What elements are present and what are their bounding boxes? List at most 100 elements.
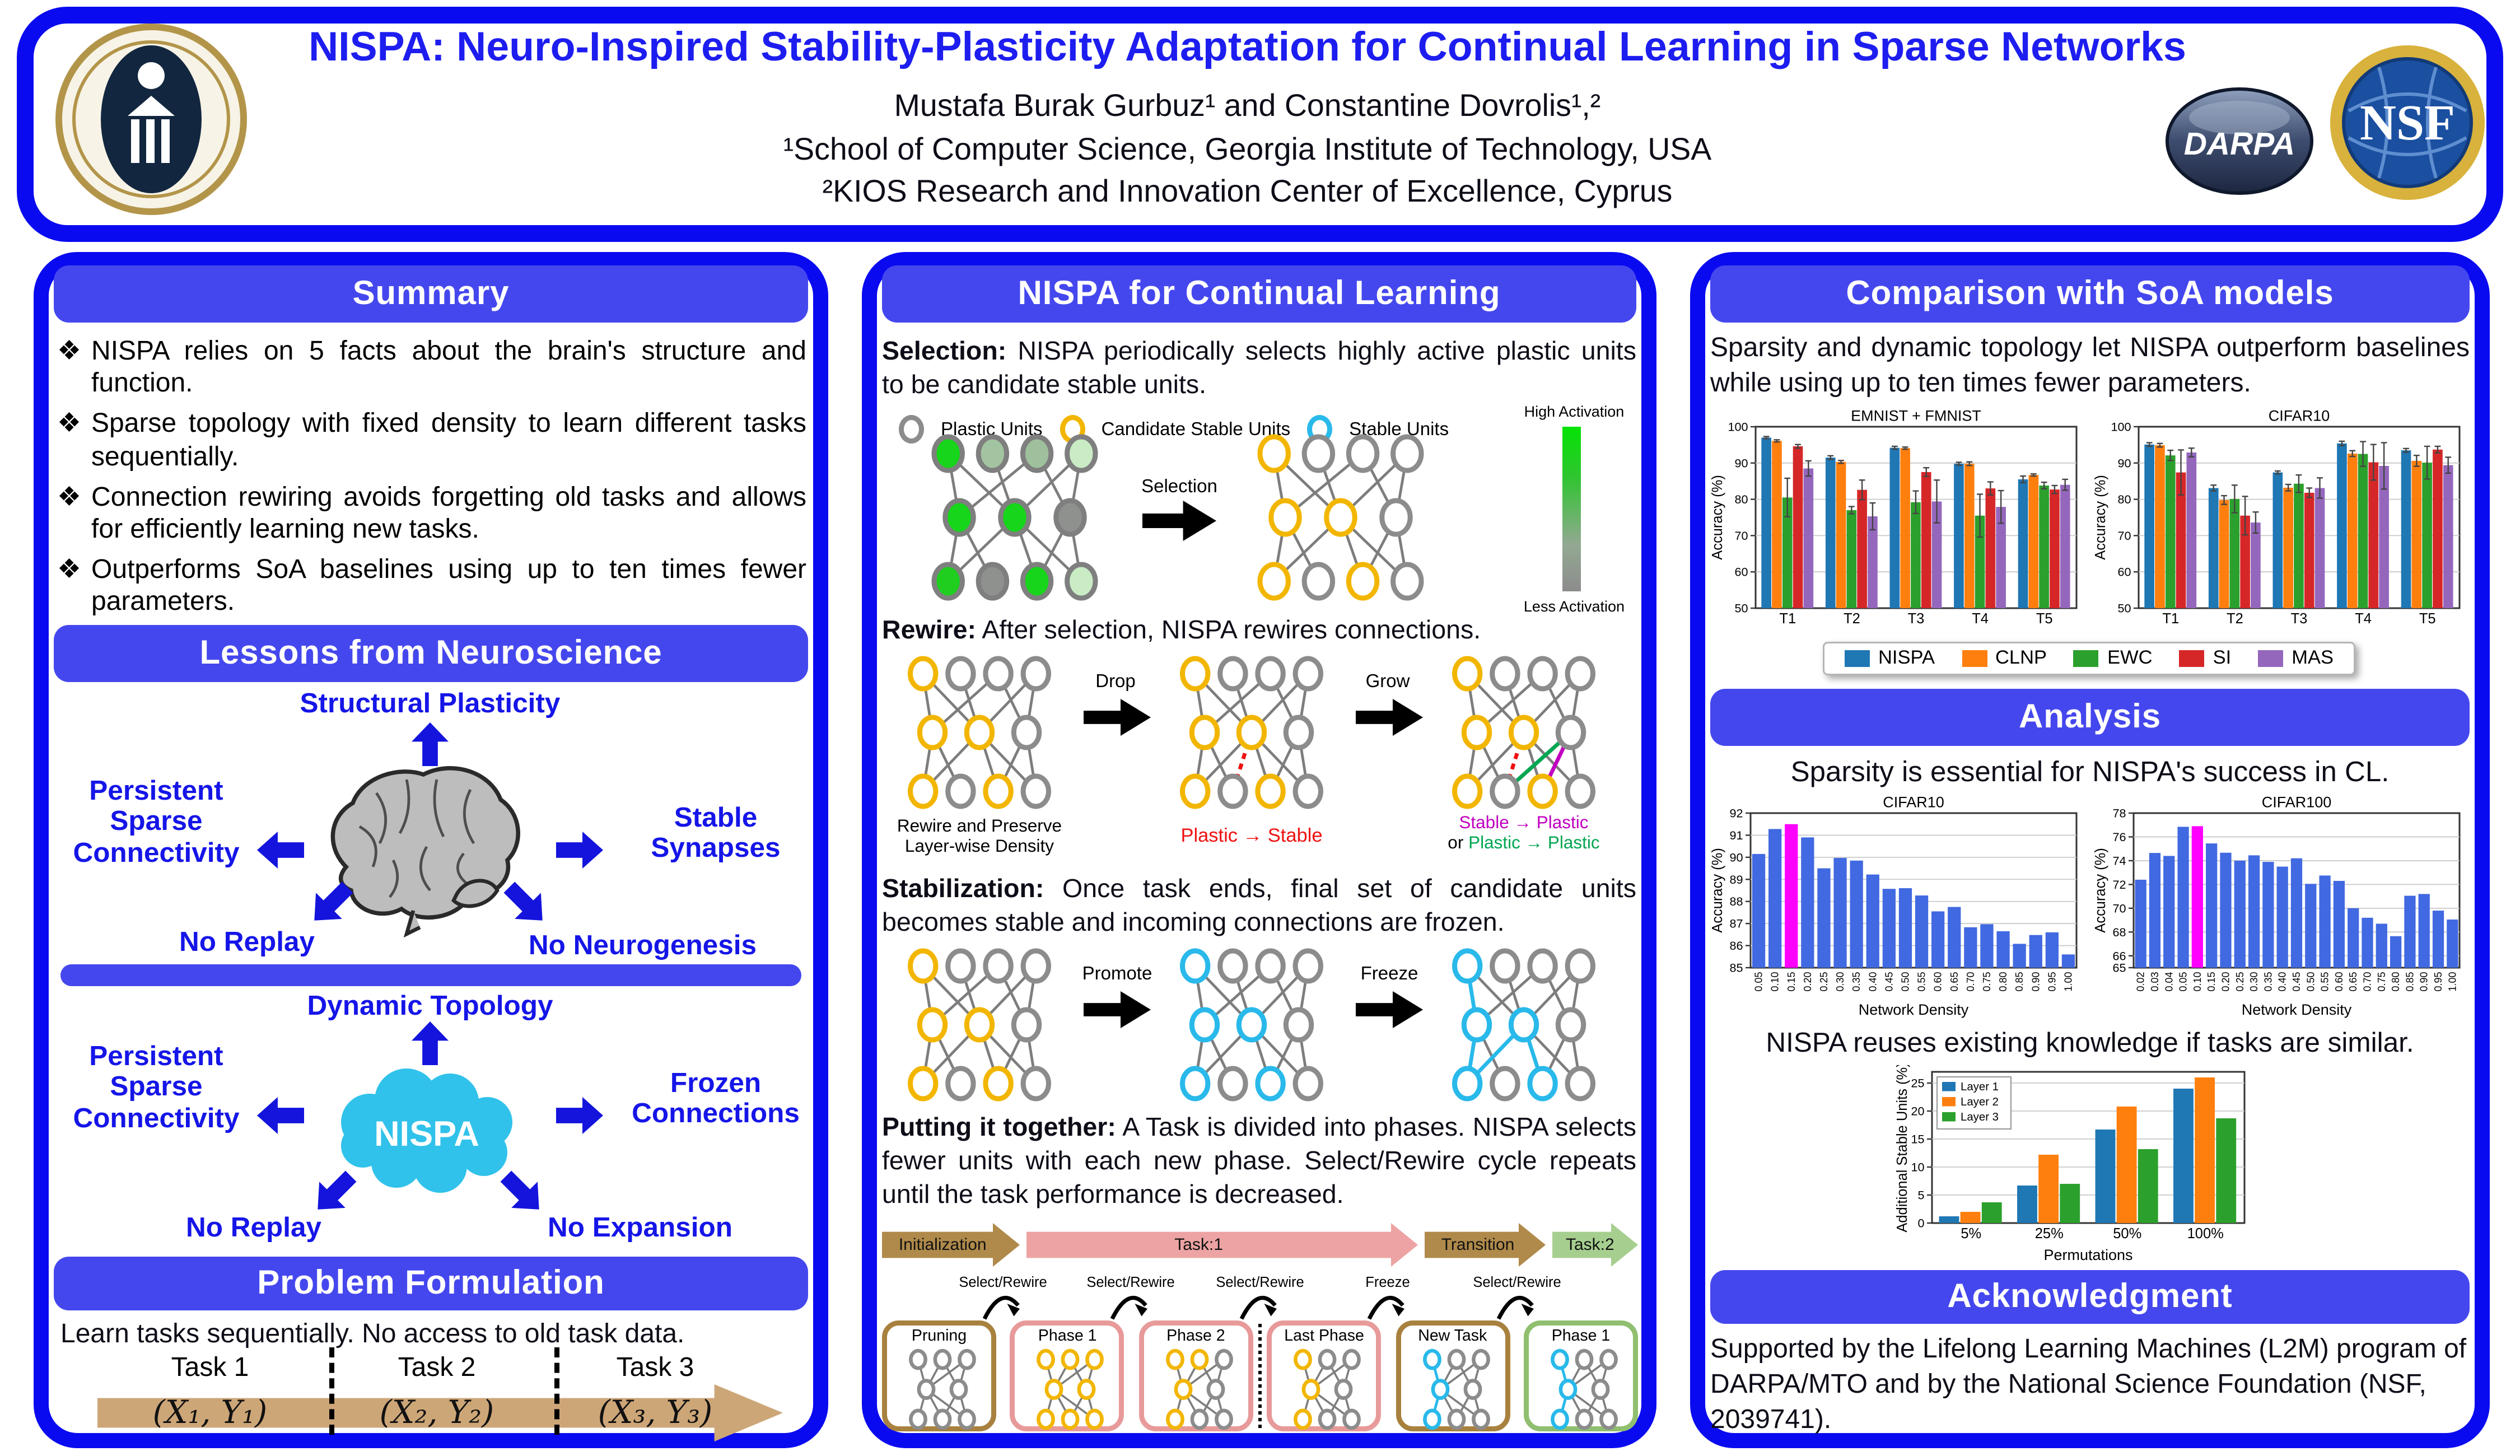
nispa-label-top: Dynamic Topology <box>307 991 553 1021</box>
rewire-caption-3: Stable → Plastic or Plastic → Plastic <box>1448 813 1600 854</box>
problem-text: Learn tasks sequentially. No access to o… <box>60 1320 685 1349</box>
affiliation-1: ¹School of Computer Science, Georgia Ins… <box>783 131 1712 166</box>
timeline-arrow-label: Task:1 <box>1174 1235 1223 1254</box>
svg-text:1.00: 1.00 <box>2447 972 2458 992</box>
rewire-network-1 <box>885 655 1074 810</box>
svg-text:60: 60 <box>2117 565 2131 579</box>
svg-text:0.02: 0.02 <box>2135 972 2146 992</box>
svg-text:0.60: 0.60 <box>1933 972 1944 992</box>
phase-dotted-separator <box>1258 1324 1262 1428</box>
method-heading: NISPA for Continual Learning <box>882 265 1636 323</box>
svg-text:100: 100 <box>1728 420 1748 434</box>
title-box <box>17 7 2503 242</box>
svg-text:80: 80 <box>1734 492 1748 506</box>
unit-legend: Plastic Units Candidate Stable Units Sta… <box>899 415 1449 444</box>
section-divider <box>60 964 801 986</box>
svg-text:68: 68 <box>2112 925 2126 939</box>
task-data-1: (X₁, Y₁) <box>152 1394 268 1431</box>
diamond-bullet-icon: ❖ <box>57 410 82 440</box>
svg-text:CIFAR10: CIFAR10 <box>1883 794 1944 811</box>
svg-text:0.65: 0.65 <box>1949 972 1960 992</box>
hop-label: Select/Rewire <box>1216 1273 1304 1290</box>
svg-text:Accuracy (%): Accuracy (%) <box>2093 848 2108 933</box>
svg-text:T3: T3 <box>2291 611 2308 627</box>
timeline-arrow-transition: Transition <box>1425 1223 1546 1267</box>
phase-box-task2-phase1: Phase 1 <box>1524 1320 1638 1431</box>
svg-text:0.40: 0.40 <box>2277 972 2288 992</box>
hop-arrow-icon <box>1364 1290 1411 1320</box>
svg-text:T4: T4 <box>2355 611 2372 627</box>
legend-label: Candidate Stable Units <box>1101 419 1291 440</box>
svg-text:Layer 3: Layer 3 <box>1961 1111 1999 1123</box>
rewire-caption-2: Plastic → Stable <box>1180 827 1323 847</box>
timeline-arrow-label: Task:2 <box>1565 1235 1614 1254</box>
hop-arrow-icon <box>1236 1290 1284 1320</box>
legend-item: MAS <box>2258 648 2334 669</box>
density-cifar100-chart: 65 66 68 70 72 74 76 78 CIFAR100 Accuracy (%) Netw… <box>2093 793 2466 1018</box>
rewire-network-3 <box>1430 655 1618 810</box>
stabilization-network-2 <box>1158 948 1346 1102</box>
drop-label: Drop <box>1095 672 1136 692</box>
svg-text:80: 80 <box>2117 492 2131 506</box>
summary-bullet: ❖ Outperforms SoA baselines using up to t… <box>57 554 806 619</box>
svg-text:70: 70 <box>2117 529 2131 543</box>
svg-text:0.45: 0.45 <box>1883 972 1894 992</box>
svg-text:90: 90 <box>1729 850 1743 864</box>
brain-label-top: Structural Plasticity <box>300 689 561 719</box>
soa-legend: NISPA CLNP EWC SI MAS <box>1823 642 2355 675</box>
density-cifar10-chart: 85 86 87 88 89 90 91 92 CIFAR10 Accuracy (%) Netwo… <box>1710 793 2083 1018</box>
svg-text:60: 60 <box>1734 565 1748 579</box>
svg-text:0.90: 0.90 <box>2419 972 2430 992</box>
plastic-unit-icon <box>899 415 924 444</box>
less-activation-label: Less Activation <box>1523 598 1625 615</box>
together-paragraph: Putting it together: A Task is divided i… <box>882 1114 1636 1210</box>
svg-text:0.04: 0.04 <box>2163 972 2174 992</box>
svg-text:Network Density: Network Density <box>2242 1001 2352 1018</box>
summary-bullet: ❖ Connection rewiring avoids forgetting o… <box>57 482 806 546</box>
svg-text:T2: T2 <box>2227 611 2243 627</box>
svg-text:DARPA: DARPA <box>2184 126 2295 162</box>
nispa-label-bottom-left: No Replay <box>185 1213 322 1243</box>
brain-illustration <box>330 766 520 938</box>
nispa-cloud: NISPA <box>341 1068 512 1193</box>
svg-text:0: 0 <box>1917 1216 1924 1230</box>
task-label-2: Task 2 <box>398 1354 476 1383</box>
stabilization-network-3 <box>1430 948 1618 1102</box>
svg-text:86: 86 <box>1729 939 1743 953</box>
svg-text:0.10: 0.10 <box>1770 972 1781 992</box>
svg-text:0.75: 0.75 <box>2376 972 2387 992</box>
svg-text:Accuracy (%): Accuracy (%) <box>1710 475 1725 560</box>
svg-text:91: 91 <box>1729 828 1743 842</box>
grow-label: Grow <box>1365 672 1410 692</box>
svg-text:50%: 50% <box>2113 1226 2141 1242</box>
comparison-heading: Comparison with SoA models <box>1710 265 2470 323</box>
rewire-caption-1: Rewire and Preserve Layer-wise Density <box>897 816 1062 857</box>
svg-text:0.35: 0.35 <box>1851 972 1862 992</box>
svg-text:CIFAR100: CIFAR100 <box>2262 794 2332 811</box>
svg-text:85: 85 <box>1729 961 1743 975</box>
svg-text:T4: T4 <box>1972 611 1989 627</box>
svg-text:78: 78 <box>2112 806 2126 820</box>
svg-text:0.95: 0.95 <box>2433 972 2444 992</box>
svg-text:T5: T5 <box>2036 611 2053 627</box>
svg-text:0.70: 0.70 <box>2362 972 2373 992</box>
hop-label: Select/Rewire <box>959 1273 1047 1290</box>
svg-text:74: 74 <box>2112 853 2126 867</box>
neuroscience-heading: Lessons from Neuroscience <box>54 625 808 682</box>
timeline-arrow-task2: Task:2 <box>1552 1223 1638 1267</box>
task-data-3: (X₃, Y₃) <box>598 1394 713 1431</box>
svg-text:0.30: 0.30 <box>1835 972 1846 992</box>
task-data-2: (X₂, Y₂) <box>379 1394 494 1431</box>
legend-item: EWC <box>2074 648 2153 669</box>
svg-text:70: 70 <box>2112 901 2126 915</box>
svg-text:72: 72 <box>2112 878 2126 892</box>
timeline-arrow-task1: Task:1 <box>1026 1223 1418 1267</box>
stabilization-network-1 <box>885 948 1074 1102</box>
svg-text:25%: 25% <box>2035 1226 2064 1242</box>
svg-text:0.55: 0.55 <box>2320 972 2331 992</box>
nispa-label-left: Persistent Sparse Connectivity <box>73 1042 240 1134</box>
comparison-text: Sparsity and dynamic topology let NISPA … <box>1710 334 2470 398</box>
svg-text:25: 25 <box>1911 1076 1924 1090</box>
svg-text:76: 76 <box>2112 830 2126 844</box>
network-before-selection <box>904 433 1126 601</box>
